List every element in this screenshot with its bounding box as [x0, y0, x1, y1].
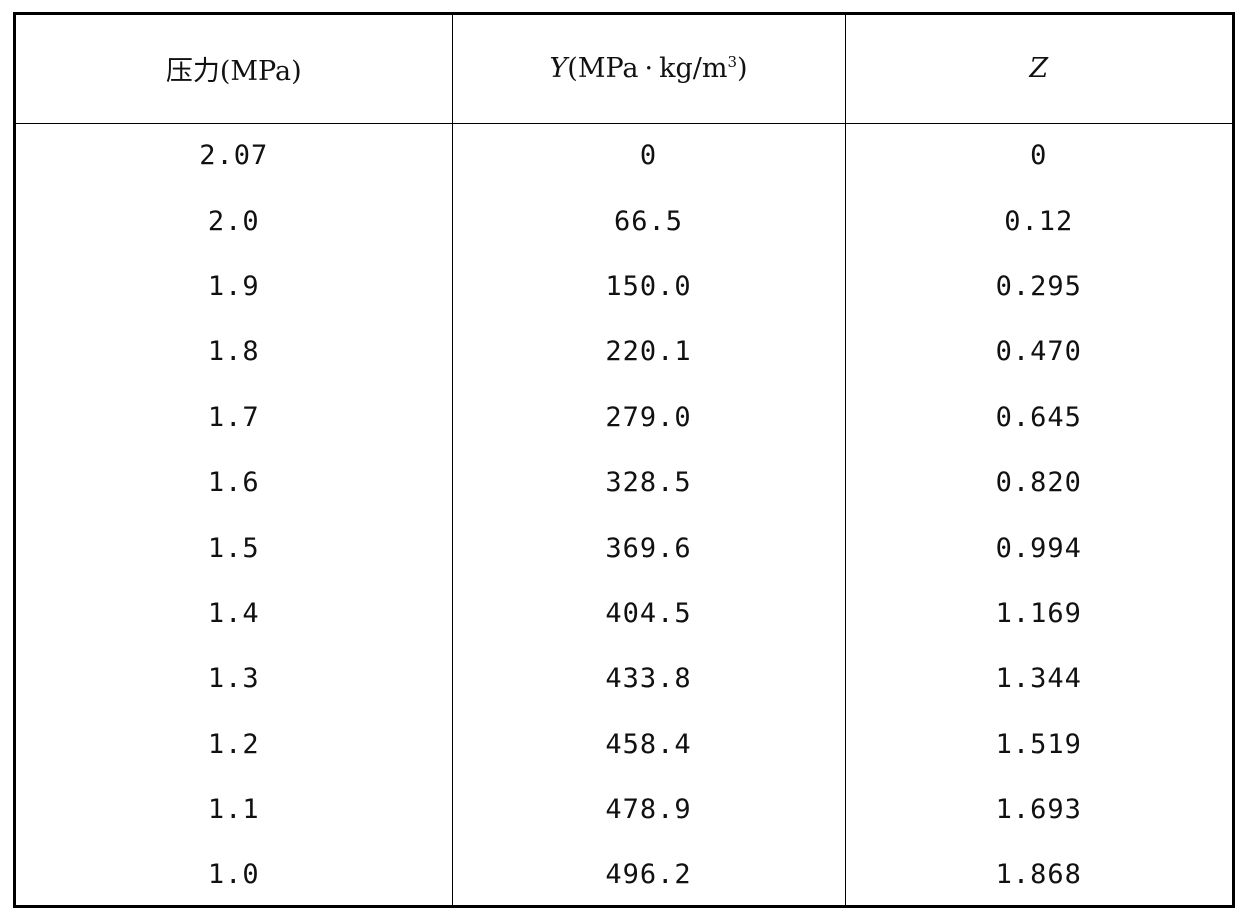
- table-row: 1.9 150.0 0.295: [16, 253, 1232, 320]
- cell-pressure: 2.0: [16, 188, 453, 254]
- header-y-unit-close: ): [737, 53, 748, 85]
- cell-z: 0: [1030, 140, 1048, 172]
- cell-y: 496.2: [452, 842, 846, 908]
- cell-z: 0.994: [995, 532, 1082, 564]
- header-y-var: Y: [549, 53, 568, 85]
- cell-y: 0: [452, 123, 846, 189]
- cell-z: 0.12: [1004, 205, 1074, 237]
- cell-pressure: 1.0: [16, 842, 453, 908]
- cell-y: 404.5: [452, 580, 846, 647]
- table-row: 2.07 0 0: [16, 123, 1232, 189]
- table-row: 1.4 404.5 1.169: [16, 580, 1232, 647]
- cell-y: 433.8: [452, 646, 846, 712]
- table-row: 2.0 66.5 0.12: [16, 188, 1232, 254]
- cell-z: 0.820: [995, 467, 1082, 499]
- cell-pressure: 1.7: [16, 384, 453, 450]
- header-y-sup: 3: [727, 53, 737, 72]
- cell-y: 220.1: [452, 319, 846, 385]
- header-y-unit-open: (MPa: [567, 53, 639, 85]
- table-header-row: 压力(MPa) Y(MPa · kg/m3) Z: [16, 15, 1232, 124]
- cell-pressure: 1.3: [16, 646, 453, 712]
- cell-y: 328.5: [452, 449, 846, 516]
- cell-y: 279.0: [452, 384, 846, 450]
- cell-pressure: 1.8: [16, 319, 453, 385]
- cell-y: 66.5: [452, 188, 846, 254]
- cell-pressure: 1.2: [16, 711, 453, 777]
- header-y-unit-rest: kg/m: [659, 53, 728, 85]
- cell-y: 478.9: [452, 776, 846, 843]
- cell-pressure: 1.6: [16, 449, 453, 516]
- header-z: Z: [845, 15, 1232, 124]
- cell-pressure: 2.07: [16, 123, 453, 189]
- header-y: Y(MPa · kg/m3): [452, 15, 846, 124]
- table-row: 1.8 220.1 0.470: [16, 319, 1232, 385]
- table-row: 1.2 458.4 1.519: [16, 711, 1232, 777]
- table-row: 1.6 328.5 0.820: [16, 449, 1232, 516]
- cell-z: 0.645: [995, 401, 1082, 433]
- cell-z: 1.169: [995, 597, 1082, 629]
- cell-z: 1.519: [995, 728, 1082, 760]
- table-row: 1.1 478.9 1.693: [16, 776, 1232, 843]
- table-row: 1.3 433.8 1.344: [16, 646, 1232, 712]
- cell-y: 458.4: [452, 711, 846, 777]
- cell-z: 0.295: [995, 270, 1082, 302]
- table-row: 1.5 369.6 0.994: [16, 515, 1232, 581]
- cell-pressure: 1.1: [16, 776, 453, 843]
- cell-pressure: 1.4: [16, 580, 453, 647]
- header-pressure: 压力(MPa): [16, 15, 453, 124]
- table-row: 1.0 496.2 1.868: [16, 842, 1232, 908]
- cell-z: 0.470: [995, 336, 1082, 368]
- cell-y: 369.6: [452, 515, 846, 581]
- cell-pressure: 1.9: [16, 253, 453, 320]
- cell-z: 1.868: [995, 859, 1082, 891]
- data-table-frame: 压力(MPa) Y(MPa · kg/m3) Z 2.07 0 0 2.0 66.5…: [13, 12, 1235, 908]
- pressure-table: 压力(MPa) Y(MPa · kg/m3) Z 2.07 0 0 2.0 66.5…: [16, 15, 1232, 908]
- cell-z: 1.693: [995, 794, 1082, 826]
- cell-z: 1.344: [995, 663, 1082, 695]
- header-y-dot: ·: [644, 53, 654, 85]
- table-row: 1.7 279.0 0.645: [16, 384, 1232, 450]
- cell-y: 150.0: [452, 253, 846, 320]
- cell-pressure: 1.5: [16, 515, 453, 581]
